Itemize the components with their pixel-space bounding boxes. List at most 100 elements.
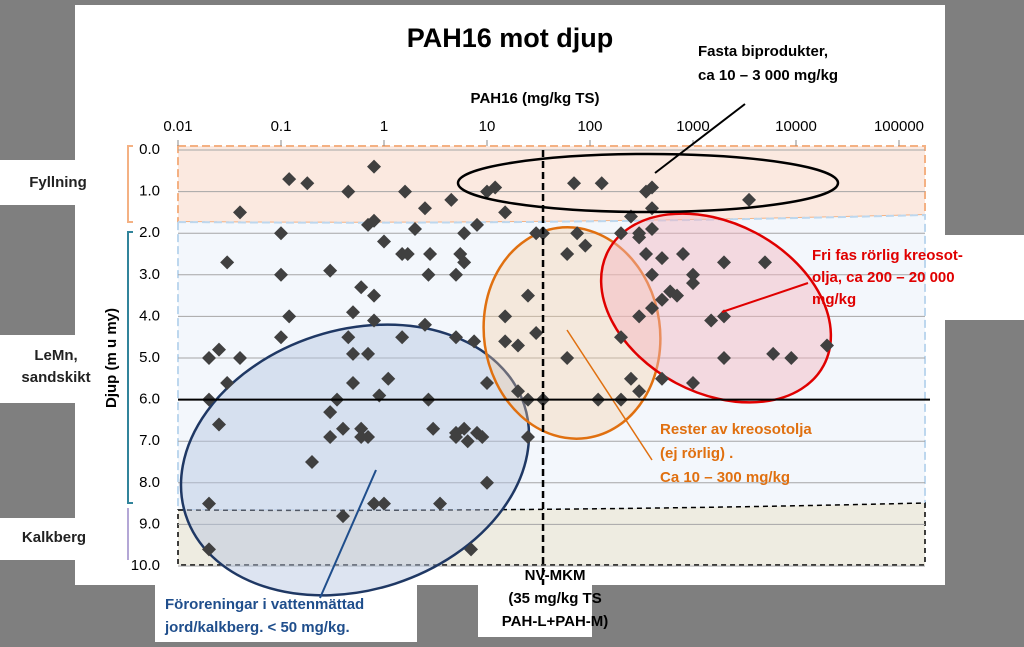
point: [376, 234, 391, 249]
x-tick-label: 10: [479, 118, 496, 135]
y-tick-label: 10.0: [131, 557, 160, 574]
point: [594, 176, 609, 191]
point: [614, 330, 629, 345]
annotation: Ca 10 – 300 mg/kg: [660, 469, 790, 486]
point: [367, 213, 382, 228]
annotation: Föroreningar i vattenmättad: [165, 596, 364, 613]
point: [305, 455, 320, 469]
point: [423, 247, 438, 261]
x-tick-label: 0.1: [271, 118, 292, 135]
point: [367, 288, 382, 303]
point: [632, 384, 647, 399]
point: [498, 309, 513, 324]
point: [670, 288, 685, 303]
label-box: [0, 518, 115, 560]
annotation: jord/kalkberg. < 50 mg/kg.: [164, 619, 350, 636]
point: [475, 430, 490, 445]
point: [717, 255, 732, 270]
point: [464, 542, 479, 557]
y-axis-label: Djup (m u my): [103, 308, 120, 408]
point: [520, 288, 535, 303]
point: [273, 267, 288, 282]
layer-label: Fyllning: [29, 174, 87, 191]
point: [361, 346, 376, 361]
point: [570, 226, 585, 241]
point: [336, 421, 351, 436]
point: [645, 301, 660, 316]
point: [632, 226, 647, 241]
pointer: [654, 103, 746, 174]
point: [345, 305, 360, 320]
point: [784, 351, 799, 365]
point: [398, 184, 413, 199]
threshold-label: PAH-L+PAH-M): [502, 613, 609, 630]
point: [211, 417, 226, 432]
point: [361, 430, 376, 445]
x-tick-label: 1: [380, 118, 388, 135]
annotation: ca 10 – 3 000 mg/kg: [698, 67, 838, 84]
point: [433, 496, 448, 511]
y-tick-label: 1.0: [139, 183, 160, 200]
point: [498, 205, 513, 220]
ellipse: [456, 152, 840, 214]
point: [511, 384, 526, 399]
point: [202, 351, 217, 365]
pointer: [566, 329, 653, 461]
y-tick-label: 0.0: [139, 141, 160, 158]
point: [685, 276, 700, 291]
y-tick-label: 3.0: [139, 266, 160, 283]
label-box: [478, 585, 592, 637]
layer-label: LeMn,: [34, 347, 77, 364]
label-box: [0, 160, 115, 205]
point: [354, 421, 369, 436]
point: [654, 251, 669, 266]
point: [273, 330, 288, 345]
point: [632, 309, 647, 324]
point: [676, 247, 691, 261]
point: [367, 313, 382, 328]
point: [282, 172, 297, 187]
pointer: [721, 282, 809, 313]
label-box: [0, 335, 115, 403]
annotation: (ej rörlig) .: [660, 445, 733, 462]
point: [560, 351, 575, 365]
layer-label: sandskikt: [21, 369, 90, 386]
point: [717, 309, 732, 324]
point: [704, 313, 719, 328]
point: [742, 192, 757, 207]
y-tick-label: 5.0: [139, 349, 160, 366]
point: [717, 351, 732, 365]
layer-label: Kalkberg: [22, 529, 86, 546]
point: [426, 421, 441, 436]
point: [323, 430, 338, 445]
point: [645, 267, 660, 282]
label-box: [155, 585, 417, 642]
point: [623, 371, 638, 386]
point: [417, 201, 432, 216]
y-tick-label: 2.0: [139, 224, 160, 241]
point: [467, 334, 482, 349]
x-tick-label: 10000: [775, 118, 817, 135]
point: [654, 292, 669, 307]
point: [520, 430, 535, 445]
point: [345, 346, 360, 361]
bracket: [127, 145, 133, 223]
point: [395, 330, 410, 345]
point: [757, 255, 772, 270]
point: [376, 496, 391, 511]
x-tick-label: 1000: [676, 118, 709, 135]
annotation: Fri fas rörlig kreosot-: [812, 247, 963, 264]
x-tick-label: 100: [577, 118, 602, 135]
point: [395, 247, 410, 261]
point: [417, 317, 432, 332]
point: [211, 342, 226, 357]
point: [367, 496, 382, 511]
point: [300, 176, 315, 191]
point: [654, 371, 669, 386]
point: [336, 509, 351, 524]
point: [498, 334, 513, 349]
y-tick-label: 4.0: [139, 307, 160, 324]
ellipse: [482, 226, 662, 440]
